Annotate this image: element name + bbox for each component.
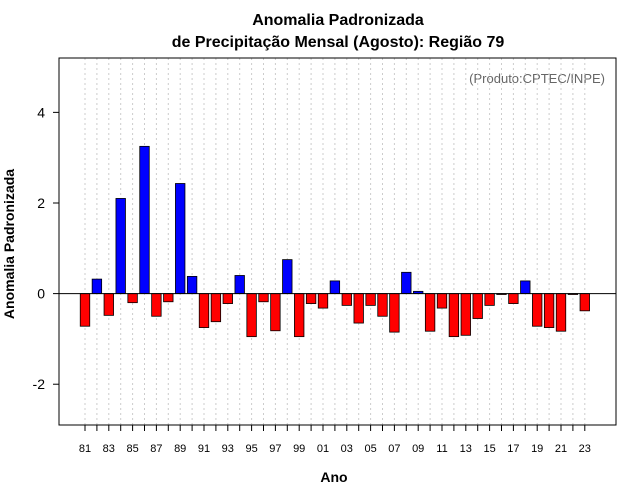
chart-title-line2: de Precipitação Mensal (Agosto): Região … [172,34,505,51]
xtick-label-07: 07 [388,443,400,455]
xtick-label-91: 91 [198,443,210,455]
bar-93 [222,293,233,304]
bar-07 [389,293,400,333]
bar-12 [448,293,460,338]
xtick-label-03: 03 [341,443,353,455]
bar-20 [543,293,555,328]
bar-90 [186,275,198,295]
bar-92 [210,293,222,323]
y-axis: -2 0 2 4 [33,104,59,392]
xtick-label-21: 21 [555,443,567,455]
xtick-label-81: 81 [79,443,91,455]
bar-81 [79,293,91,327]
bar-13 [460,293,471,336]
bar-14 [472,293,483,319]
xtick-label-11: 11 [436,443,447,455]
xtick-label-93: 93 [222,443,234,455]
xtick-label-23: 23 [579,443,591,455]
bar-91 [198,293,210,328]
ytick-label--2: -2 [33,376,46,392]
bar-83 [103,293,114,316]
bar-23 [579,293,590,312]
xtick-label-95: 95 [245,443,257,455]
bar-96 [258,293,269,303]
bar-00 [305,293,317,304]
bar-86 [139,145,150,295]
plot-frame [58,57,617,426]
xtick-label-89: 89 [174,443,186,455]
bar-series [79,145,590,338]
xtick-label-97: 97 [269,443,281,455]
xtick-label-83: 83 [103,443,115,455]
bar-21 [555,293,567,332]
bar-82 [91,278,103,295]
bar-85 [127,293,138,304]
bar-99 [294,293,305,338]
xtick-label-87: 87 [150,443,162,455]
ytick-label-2: 2 [37,195,45,211]
chart-title-line1: Anomalia Padronizada [252,12,424,29]
xtick-label-15: 15 [483,443,495,455]
xtick-label-09: 09 [412,443,424,455]
xtick-label-05: 05 [364,443,376,455]
bar-89 [175,183,186,295]
bar-01 [317,293,329,309]
bar-88 [163,293,174,303]
bar-05 [365,293,376,306]
bar-06 [377,293,388,317]
bar-84 [115,198,126,295]
bar-95 [246,293,257,338]
bar-03 [341,293,352,306]
bar-87 [151,293,162,317]
bar-94 [234,275,245,295]
x-axis-label: Ano [320,469,347,485]
bar-15 [484,293,495,306]
ytick-label-4: 4 [37,104,45,120]
bar-02 [329,280,341,295]
vertical-gridlines [84,58,586,425]
bar-19 [532,293,543,327]
x-axis: 81 83 85 87 89 91 93 95 97 99 01 03 05 07 09 11 13 15 17 19… [79,425,591,455]
bar-04 [353,293,364,324]
xtick-label-01: 01 [317,443,329,455]
bar-97 [270,293,281,332]
bar-08 [401,271,412,295]
xtick-label-13: 13 [460,443,472,455]
xtick-label-19: 19 [531,443,543,455]
xtick-label-99: 99 [293,443,305,455]
ytick-label-0: 0 [37,286,45,302]
bar-11 [436,293,448,309]
bar-17 [508,293,519,304]
bar-98 [282,259,293,295]
bar-10 [424,293,436,332]
xtick-label-17: 17 [507,443,519,455]
bar-18 [520,280,531,295]
xtick-label-85: 85 [126,443,138,455]
y-axis-label: Anomalia Padronizada [1,169,17,319]
